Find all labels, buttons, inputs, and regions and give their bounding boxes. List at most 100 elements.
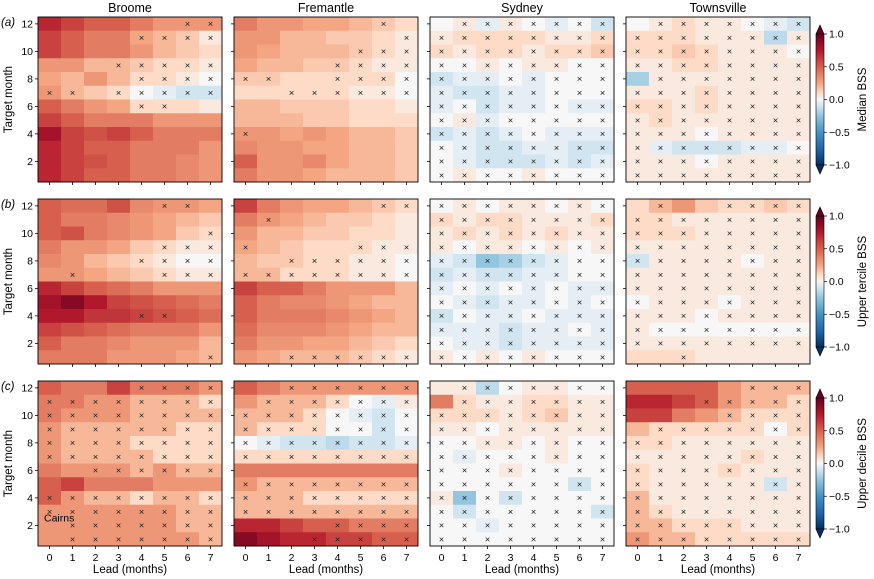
insignificance-marker: × bbox=[658, 88, 664, 99]
insignificance-marker: × bbox=[462, 411, 468, 422]
heatmap-cell bbox=[718, 295, 742, 310]
heatmap-cell bbox=[107, 113, 131, 128]
heatmap-cell bbox=[499, 463, 523, 478]
heatmap-cell bbox=[568, 295, 592, 310]
heatmap-cell bbox=[568, 240, 592, 255]
insignificance-marker: × bbox=[289, 88, 295, 99]
heatmap-cell bbox=[453, 463, 477, 478]
heatmap-cell bbox=[476, 199, 500, 214]
heatmap-cell bbox=[38, 309, 62, 324]
insignificance-marker: × bbox=[796, 424, 802, 435]
insignificance-marker: × bbox=[600, 352, 606, 363]
insignificance-marker: × bbox=[439, 411, 445, 422]
heatmap-cell bbox=[499, 281, 523, 296]
heatmap-cell bbox=[499, 99, 523, 114]
insignificance-marker: × bbox=[681, 534, 687, 545]
insignificance-marker: × bbox=[750, 33, 756, 44]
insignificance-marker: × bbox=[600, 242, 606, 253]
heatmap-cell bbox=[626, 17, 650, 32]
insignificance-marker: × bbox=[704, 242, 710, 253]
insignificance-marker: × bbox=[704, 33, 710, 44]
insignificance-marker: × bbox=[508, 424, 514, 435]
heatmap-cell bbox=[107, 491, 131, 506]
heatmap-cell bbox=[568, 532, 592, 547]
insignificance-marker: × bbox=[335, 424, 341, 435]
y-tick-label: 12 bbox=[21, 200, 33, 212]
heatmap-cell bbox=[326, 477, 350, 492]
heatmap-cell bbox=[741, 72, 765, 87]
insignificance-marker: × bbox=[600, 102, 606, 113]
insignificance-marker: × bbox=[727, 534, 733, 545]
heatmap-cell bbox=[672, 113, 696, 128]
x-axis-label: Lead (months) bbox=[485, 564, 559, 576]
insignificance-marker: × bbox=[312, 256, 318, 267]
heatmap-cell bbox=[372, 267, 396, 282]
heatmap-cell bbox=[545, 267, 569, 282]
heatmap-cell bbox=[453, 226, 477, 241]
insignificance-marker: × bbox=[554, 270, 560, 281]
heatmap-cell bbox=[695, 518, 719, 533]
x-tick-label: 7 bbox=[796, 552, 802, 564]
insignificance-marker: × bbox=[681, 215, 687, 226]
heatmap-cell bbox=[395, 491, 419, 506]
insignificance-marker: × bbox=[243, 479, 249, 490]
insignificance-marker: × bbox=[358, 256, 364, 267]
insignificance-marker: × bbox=[116, 534, 122, 545]
heatmap-cell bbox=[718, 491, 742, 506]
heatmap-cell bbox=[741, 58, 765, 73]
insignificance-marker: × bbox=[162, 438, 168, 449]
insignificance-marker: × bbox=[531, 352, 537, 363]
heatmap-cell bbox=[38, 30, 62, 45]
heatmap-cell bbox=[153, 113, 177, 128]
colorbar-3 bbox=[815, 388, 827, 539]
heatmap-cell bbox=[38, 295, 62, 310]
insignificance-marker: × bbox=[335, 479, 341, 490]
heatmap-cell bbox=[234, 281, 258, 296]
colorbar-tick-label: 0.0 bbox=[829, 276, 844, 288]
insignificance-marker: × bbox=[600, 507, 606, 518]
heatmap-cell bbox=[626, 267, 650, 282]
heatmap-cell bbox=[649, 477, 673, 492]
insignificance-marker: × bbox=[462, 229, 468, 240]
insignificance-marker: × bbox=[335, 411, 341, 422]
heatmap-cell bbox=[626, 322, 650, 337]
heatmap-cell bbox=[395, 336, 419, 351]
heatmap-cell bbox=[326, 463, 350, 478]
panel-townsville-3: × × ×× × × × ×× × × ×× × × × × × ×× × × × × × × ×× × × × × × × ×× × × × ×… bbox=[623, 380, 811, 549]
insignificance-marker: × bbox=[704, 521, 710, 532]
insignificance-marker: × bbox=[185, 411, 191, 422]
heatmap-cell bbox=[741, 309, 765, 324]
heatmap-cell bbox=[372, 477, 396, 492]
insignificance-marker: × bbox=[47, 424, 53, 435]
heatmap-cell bbox=[764, 154, 788, 169]
heatmap-cell bbox=[568, 30, 592, 45]
heatmap-cell bbox=[107, 504, 131, 519]
heatmap-cell bbox=[153, 449, 177, 464]
heatmap-cell bbox=[568, 422, 592, 437]
heatmap-cell bbox=[130, 168, 154, 183]
heatmap-cell bbox=[787, 532, 811, 547]
heatmap-cell bbox=[522, 254, 546, 269]
insignificance-marker: × bbox=[577, 256, 583, 267]
insignificance-marker: × bbox=[70, 521, 76, 532]
insignificance-marker: × bbox=[681, 115, 687, 126]
insignificance-marker: × bbox=[681, 129, 687, 140]
heatmap-cell bbox=[199, 381, 223, 396]
insignificance-marker: × bbox=[185, 466, 191, 477]
heatmap-cell bbox=[280, 212, 304, 227]
x-tick-label: 2 bbox=[681, 552, 687, 564]
heatmap-cell bbox=[430, 532, 454, 547]
insignificance-marker: × bbox=[485, 33, 491, 44]
heatmap-cell bbox=[326, 322, 350, 337]
heatmap-cell bbox=[545, 436, 569, 451]
insignificance-marker: × bbox=[208, 242, 214, 253]
insignificance-marker: × bbox=[531, 507, 537, 518]
heatmap-cell bbox=[61, 504, 85, 519]
insignificance-marker: × bbox=[727, 201, 733, 212]
heatmap-cell bbox=[199, 154, 223, 169]
heatmap-cell bbox=[84, 140, 108, 155]
heatmap-cell bbox=[591, 99, 615, 114]
heatmap-cell bbox=[453, 254, 477, 269]
insignificance-marker: × bbox=[635, 297, 641, 308]
insignificance-marker: × bbox=[439, 352, 445, 363]
